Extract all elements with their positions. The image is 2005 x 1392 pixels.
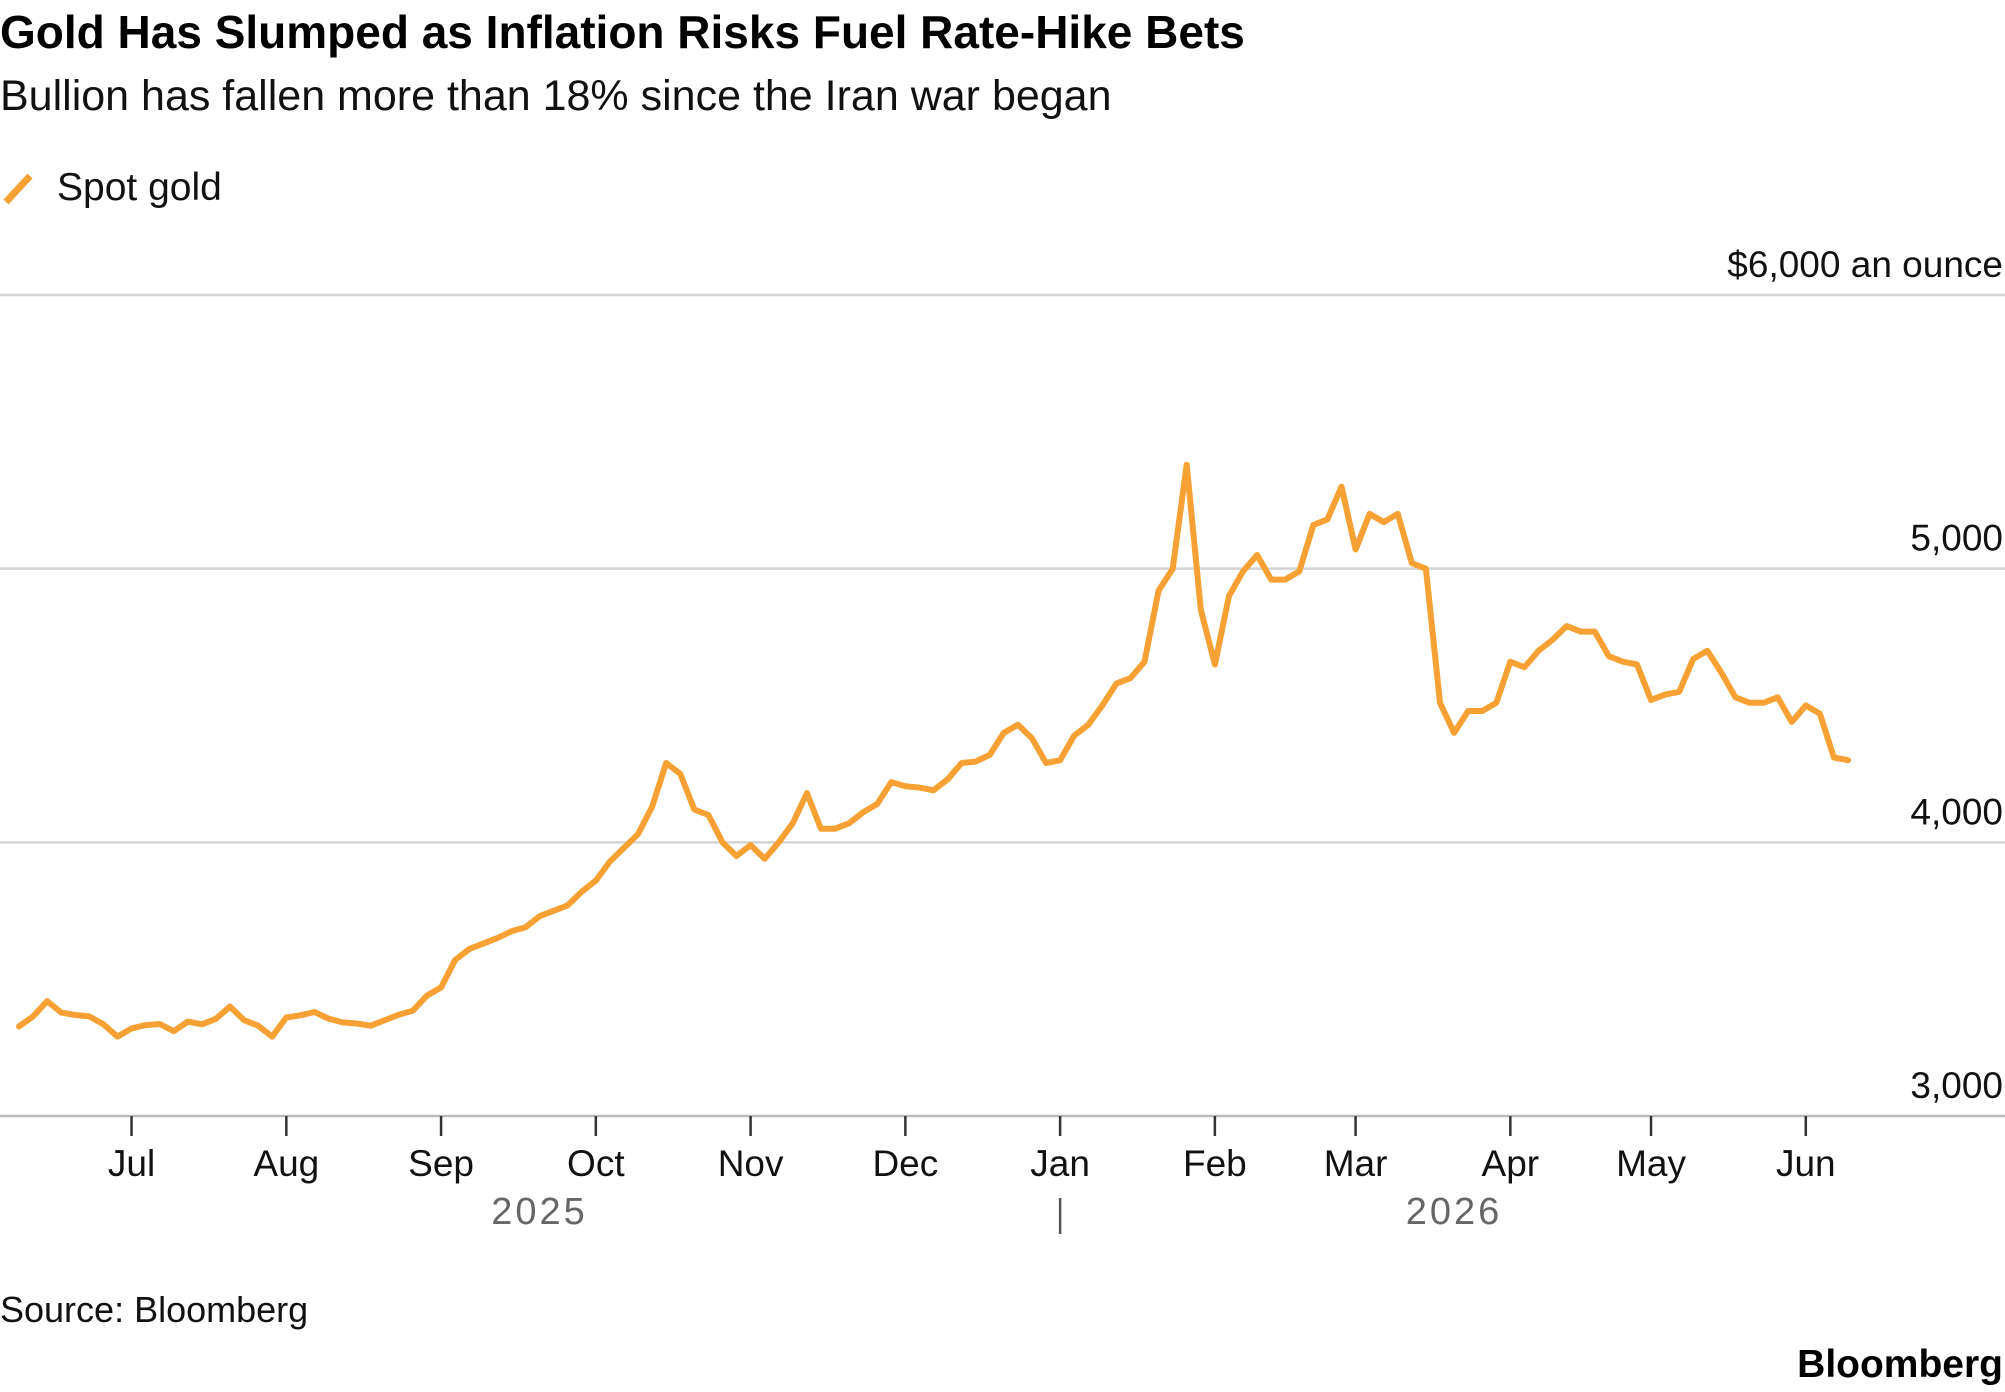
data-line (16, 461, 1851, 1040)
year-label: 2025 (491, 1191, 588, 1233)
y-tick-label: 5,000 (1910, 518, 2003, 559)
x-tick-label: Dec (872, 1143, 938, 1184)
y-tick-label: $6,000 an ounce (1727, 244, 2003, 285)
legend-swatch (3, 173, 33, 205)
x-tick-label: Feb (1183, 1143, 1247, 1184)
x-tick-label: Oct (567, 1143, 625, 1184)
chart-subtitle: Bullion has fallen more than 18% since t… (0, 72, 1112, 120)
x-tick-label: Sep (408, 1143, 474, 1184)
x-tick-label: Jul (108, 1143, 155, 1184)
x-tick-label: Jan (1030, 1143, 1090, 1184)
x-tick-label: Apr (1482, 1143, 1540, 1184)
y-tick-label: 4,000 (1910, 791, 2003, 832)
x-tick-label: May (1616, 1143, 1686, 1184)
year-label: 2026 (1406, 1191, 1503, 1233)
x-tick-label: Aug (253, 1143, 319, 1184)
legend-label: Spot gold (57, 166, 222, 209)
source: Source: Bloomberg (0, 1289, 308, 1330)
y-tick-label: 3,000 (1910, 1065, 2003, 1106)
chart-title: Gold Has Slumped as Inflation Risks Fuel… (0, 6, 1245, 58)
brand: Bloomberg (1797, 1343, 2003, 1386)
x-tick-label: Nov (718, 1143, 784, 1184)
x-tick-label: Mar (1324, 1143, 1388, 1184)
x-tick-label: Jun (1776, 1143, 1836, 1184)
